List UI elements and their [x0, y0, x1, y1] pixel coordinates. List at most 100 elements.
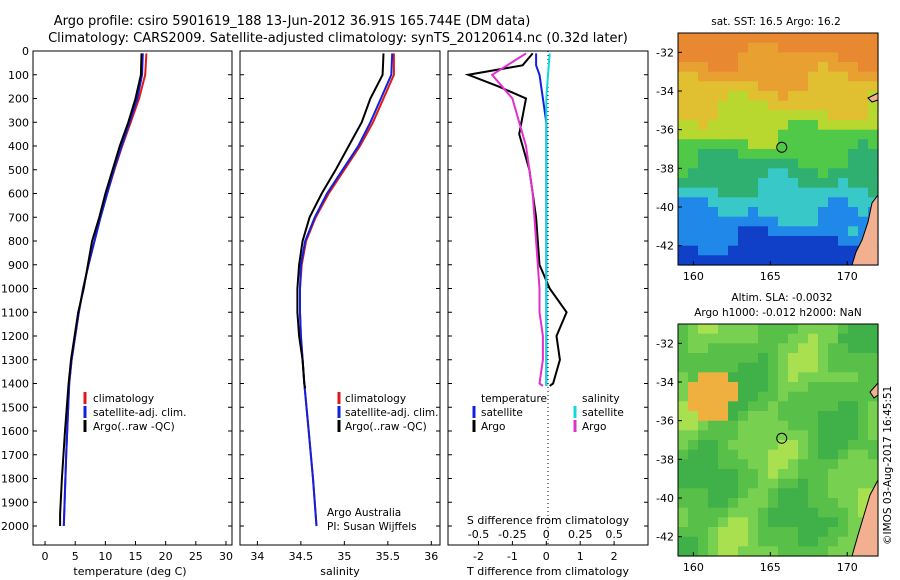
depth-tick-label: 1100: [1, 306, 29, 319]
heatmap-cell: [698, 430, 709, 441]
heatmap-cell: [748, 411, 759, 422]
series-line-salinity-argo: [490, 52, 544, 387]
heatmap-cell: [798, 52, 809, 63]
heatmap-cell: [718, 197, 729, 208]
heatmap-cell: [688, 245, 699, 256]
heatmap-cell: [698, 245, 709, 256]
heatmap-cell: [738, 469, 749, 480]
heatmap-cell: [778, 430, 789, 441]
heatmap-cell: [698, 42, 709, 53]
heatmap-cell: [748, 420, 759, 431]
heatmap-cell: [838, 71, 849, 82]
heatmap-cell: [708, 139, 719, 150]
heatmap-cell: [858, 120, 869, 131]
heatmap-cell: [768, 178, 779, 189]
heatmap-cell: [798, 353, 809, 364]
heatmap-cell: [808, 324, 819, 335]
heatmap-cell: [748, 517, 759, 528]
heatmap-cell: [838, 139, 849, 150]
heatmap-cell: [688, 527, 699, 538]
heatmap-cell: [768, 216, 779, 227]
heatmap-cell: [838, 469, 849, 480]
heatmap-cell: [808, 187, 819, 198]
difference-axis-ticks: -2 -1 0 1 2: [473, 541, 618, 563]
heatmap-cell: [838, 42, 849, 53]
x-tick-label: 0: [42, 550, 49, 563]
heatmap-cell: [808, 382, 819, 393]
heatmap-cell: [868, 81, 879, 92]
heatmap-cell: [678, 139, 689, 150]
heatmap-cell: [818, 129, 829, 140]
sst-map-title: sat. SST: 16.5 Argo: 16.2: [711, 16, 841, 28]
heatmap-cell: [708, 498, 719, 509]
heatmap-cell: [778, 33, 789, 44]
heatmap-cell: [758, 343, 769, 354]
heatmap-cell: [838, 527, 849, 538]
heatmap-cell: [838, 216, 849, 227]
heatmap-cell: [768, 372, 779, 383]
heatmap-cell: [848, 333, 859, 344]
heatmap-cell: [828, 343, 839, 354]
figure-title-line1: Argo profile: csiro 5901619_188 13-Jun-2…: [54, 14, 531, 29]
heatmap-cell: [728, 459, 739, 470]
heatmap-cell: [728, 469, 739, 480]
heatmap-cell: [708, 507, 719, 518]
heatmap-cell: [798, 236, 809, 247]
heatmap-cell: [808, 411, 819, 422]
map-x-tick-label: 165: [760, 561, 781, 574]
heatmap-cell: [838, 459, 849, 470]
heatmap-cell: [868, 187, 879, 198]
heatmap-cell: [848, 216, 859, 227]
x-tick-label: 35.5: [376, 550, 401, 563]
heatmap-cell: [738, 255, 749, 266]
heatmap-cell: [858, 324, 869, 335]
heatmap-cell: [768, 478, 779, 489]
heatmap-cell: [798, 91, 809, 102]
heatmap-cell: [728, 362, 739, 373]
salinity-depth-ticks: [240, 50, 440, 527]
heatmap-cell: [748, 226, 759, 237]
heatmap-cell: [798, 401, 809, 412]
heatmap-cell: [728, 372, 739, 383]
heatmap-cell: [758, 478, 769, 489]
heatmap-cell: [808, 255, 819, 266]
heatmap-cell: [748, 382, 759, 393]
heatmap-cell: [698, 536, 709, 547]
heatmap-cell: [718, 343, 729, 354]
heatmap-cell: [738, 411, 749, 422]
heatmap-cell: [788, 507, 799, 518]
heatmap-cell: [808, 401, 819, 412]
heatmap-cell: [838, 129, 849, 140]
heatmap-cell: [848, 449, 859, 460]
heatmap-cell: [818, 52, 829, 63]
sst-map-axis-ticks: 160 165 170 -32 -34 -36 -38 -40 -42: [656, 46, 858, 283]
heatmap-cell: [828, 168, 839, 179]
heatmap-cell: [718, 110, 729, 121]
heatmap-cell: [858, 382, 869, 393]
heatmap-cell: [748, 207, 759, 218]
heatmap-cell: [798, 149, 809, 160]
heatmap-cell: [758, 120, 769, 131]
heatmap-cell: [858, 507, 869, 518]
map-y-tick-label: -38: [656, 162, 674, 175]
heatmap-cell: [768, 52, 779, 63]
heatmap-cell: [778, 245, 789, 256]
heatmap-cell: [708, 353, 719, 364]
heatmap-cell: [768, 149, 779, 160]
heatmap-cell: [738, 216, 749, 227]
heatmap-cell: [858, 168, 869, 179]
heatmap-cell: [748, 62, 759, 73]
heatmap-cell: [738, 178, 749, 189]
difference-plot-frame: [447, 50, 649, 546]
series-line-salinity-satellite: [545, 53, 551, 386]
heatmap-cell: [748, 507, 759, 518]
heatmap-cell: [778, 139, 789, 150]
temperature-axis-label: temperature (deg C): [73, 565, 186, 578]
heatmap-cell: [778, 440, 789, 451]
heatmap-cell: [738, 197, 749, 208]
heatmap-cell: [718, 507, 729, 518]
heatmap-cell: [778, 391, 789, 402]
heatmap-cell: [818, 420, 829, 431]
heatmap-cell: [838, 391, 849, 402]
heatmap-cell: [808, 245, 819, 256]
